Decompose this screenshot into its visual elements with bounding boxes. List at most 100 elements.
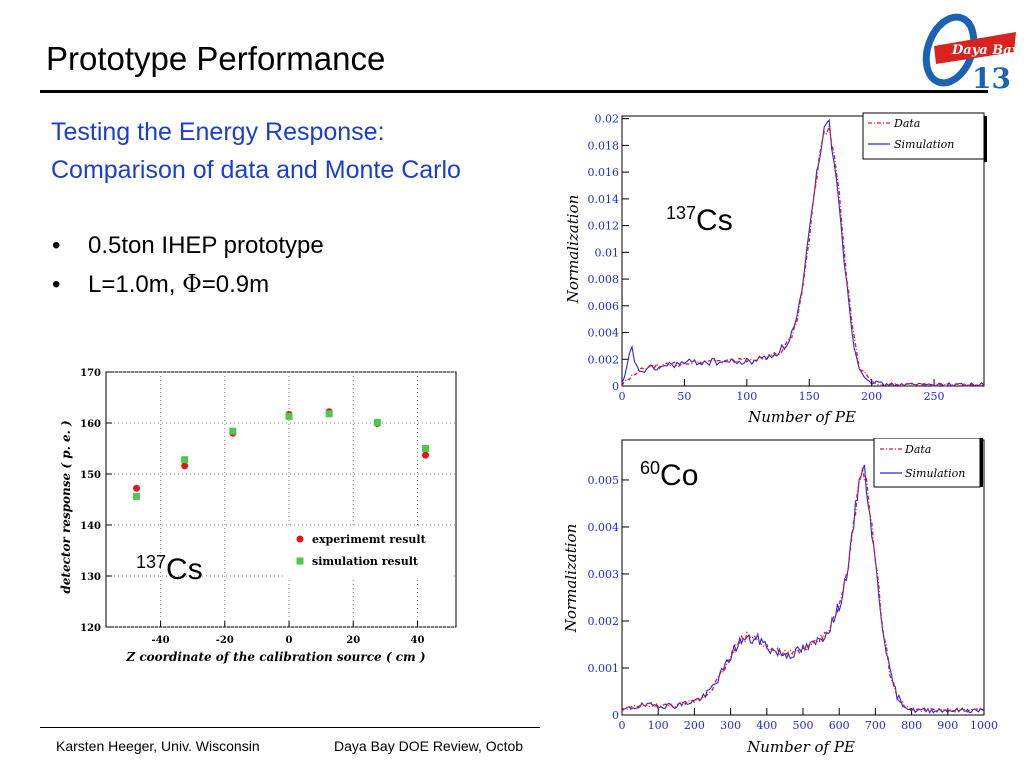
bullet-text: =0.9m xyxy=(201,271,270,298)
bullet-text: 0.5ton IHEP prototype xyxy=(88,232,324,259)
y-tick-label: 130 xyxy=(80,572,101,583)
legend-label: Simulation xyxy=(905,467,965,480)
x-tick-label: 0 xyxy=(619,719,626,732)
element-symbol: Cs xyxy=(696,204,733,237)
y-axis-label: detector response ( p. e. ) xyxy=(59,420,73,593)
bullet-item: • 0.5ton IHEP prototype xyxy=(52,232,324,260)
title-divider xyxy=(40,90,988,93)
bullet-dot: • xyxy=(52,271,61,298)
y-axis-label: Normalization xyxy=(562,524,580,633)
x-tick-label: 200 xyxy=(684,719,705,732)
x-tick-label: 900 xyxy=(937,719,958,732)
data-point-experiment xyxy=(181,462,189,470)
data-point-simulation xyxy=(133,492,141,500)
y-tick-label: 0.002 xyxy=(588,615,620,628)
y-tick-label: 0.001 xyxy=(588,662,620,675)
legend-label: simulation result xyxy=(312,555,419,568)
cs137-spectrum-plot: 0 50 100 150 200 250 0 0.002 0.004 0.006 0.008 0.01… xyxy=(588,113,985,403)
x-tick-label: 600 xyxy=(829,719,850,732)
slide-title: Prototype Performance xyxy=(46,40,386,77)
y-tick-label: 0.006 xyxy=(588,300,620,313)
x-axis-label: Number of PE xyxy=(747,408,856,426)
bullet-dot: • xyxy=(52,232,61,259)
daya-bay-logo: Daya Bay 13 xyxy=(922,13,1021,92)
x-tick-label: 1000 xyxy=(970,719,998,732)
isotope-label: 137Cs xyxy=(136,552,203,587)
data-line xyxy=(621,125,985,387)
y-tick-label: 170 xyxy=(80,368,101,379)
legend-label: experimemt result xyxy=(312,533,427,546)
x-tick-label: 500 xyxy=(793,719,814,732)
y-tick-label: 120 xyxy=(80,623,101,634)
y-tick-label: 0.002 xyxy=(588,353,620,366)
isotope-label: 137Cs xyxy=(666,203,733,238)
y-tick-label: 0.02 xyxy=(595,113,620,126)
legend-label: Data xyxy=(904,443,931,456)
x-tick-label: 250 xyxy=(924,390,945,403)
footer-author: Karsten Heeger, Univ. Wisconsin xyxy=(56,738,260,754)
data-point-simulation xyxy=(229,427,237,435)
legend-label: Simulation xyxy=(894,138,954,151)
x-tick-label: 40 xyxy=(411,635,425,646)
x-tick-label: 0 xyxy=(286,635,293,646)
y-tick-label: 140 xyxy=(80,521,101,532)
x-tick-label: 800 xyxy=(901,719,922,732)
x-tick-label: 0 xyxy=(619,390,626,403)
data-point-simulation xyxy=(373,418,381,426)
mass-number: 60 xyxy=(640,458,661,478)
x-tick-label: 200 xyxy=(861,390,882,403)
y-tick-label: 0.003 xyxy=(588,568,620,581)
x-tick-label: 700 xyxy=(865,719,886,732)
bullet-item: • L=1.0m, Φ=0.9m xyxy=(52,270,269,299)
y-tick-label: 0.014 xyxy=(588,193,620,206)
plot-frame xyxy=(621,115,985,387)
y-tick-label: 0.018 xyxy=(588,139,620,152)
y-tick-label: 0.004 xyxy=(588,327,620,340)
legend xyxy=(284,528,454,578)
x-tick-label: 50 xyxy=(677,390,691,403)
x-tick-label: -20 xyxy=(216,635,234,646)
plot-frame xyxy=(105,371,457,628)
data-line xyxy=(621,467,985,713)
x-tick-label: 300 xyxy=(720,719,741,732)
legend-marker-experiment xyxy=(296,535,304,543)
phi-symbol: Φ xyxy=(182,270,202,298)
data-point-experiment xyxy=(421,451,429,459)
y-tick-label: 0.005 xyxy=(588,474,620,487)
cs137-spectrum-chart: 0 50 100 150 200 250 0 0.002 0.004 0.006 0.008 0.01… xyxy=(564,112,987,426)
y-tick-label: 150 xyxy=(80,470,101,481)
y-tick-label: 0 xyxy=(612,380,619,393)
bullet-text: L=1.0m, xyxy=(88,271,183,298)
element-symbol: Cs xyxy=(166,553,203,586)
x-tick-label: 400 xyxy=(756,719,777,732)
legend-shadow xyxy=(980,438,983,487)
co60-spectrum-chart: 0 100 200 300 400 500 600 700 800 900 1000 0 0.001 0.… xyxy=(562,438,998,756)
simulation-line xyxy=(621,464,985,714)
x-tick-label: -40 xyxy=(152,635,170,646)
x-axis-label: Z coordinate of the calibration source (… xyxy=(125,650,425,664)
legend-label: Data xyxy=(893,117,920,130)
element-symbol: Co xyxy=(660,459,699,492)
subtitle-line-1: Testing the Energy Response: xyxy=(51,118,385,146)
y-tick-label: 0.012 xyxy=(588,220,620,233)
isotope-label: 60Co xyxy=(640,458,698,493)
y-tick-label: 0.008 xyxy=(588,273,620,286)
legend-marker-simulation xyxy=(296,557,304,565)
data-point-simulation xyxy=(325,410,333,418)
data-point-simulation xyxy=(421,445,429,452)
logo-text: Daya Bay xyxy=(951,43,1021,58)
x-axis-label: Number of PE xyxy=(746,738,855,756)
response-scatter-chart: -40 -20 0 20 40 120 130 140 150 160 170 Z coordina… xyxy=(59,368,457,664)
logo-number: 13 xyxy=(972,62,1011,92)
x-tick-label: 150 xyxy=(799,390,820,403)
footer-divider xyxy=(40,727,540,728)
y-tick-label: 160 xyxy=(80,419,101,430)
footer-event: Daya Bay DOE Review, Octob xyxy=(334,738,524,754)
subtitle-line-2: Comparison of data and Monte Carlo xyxy=(51,156,461,184)
legend-shadow xyxy=(984,116,987,162)
x-tick-label: 100 xyxy=(648,719,669,732)
y-tick-label: 0.004 xyxy=(588,521,620,534)
mass-number: 137 xyxy=(136,552,167,572)
legend xyxy=(862,112,985,160)
y-tick-label: 0 xyxy=(612,709,619,722)
